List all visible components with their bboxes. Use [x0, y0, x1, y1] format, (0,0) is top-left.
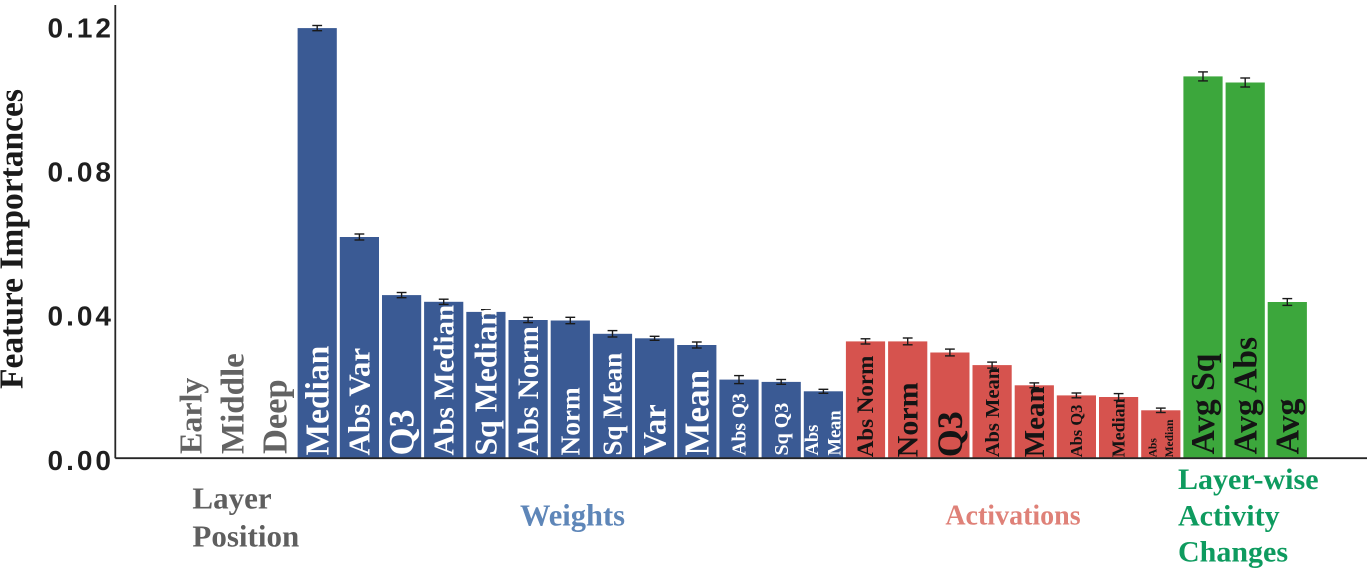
svg-text:Norm: Norm [892, 382, 925, 457]
svg-text:Abs Var: Abs Var [342, 348, 377, 456]
svg-text:Median: Median [299, 345, 336, 455]
svg-text:Changes: Changes [1178, 536, 1288, 569]
svg-text:Avg Sq: Avg Sq [1185, 353, 1222, 454]
svg-text:Norm: Norm [555, 387, 585, 455]
svg-text:Deep: Deep [256, 379, 294, 454]
svg-text:Median: Median [1109, 398, 1129, 457]
svg-text:Abs Q3: Abs Q3 [1067, 405, 1086, 458]
svg-text:Mean: Mean [677, 370, 716, 456]
svg-text:Activity: Activity [1178, 500, 1280, 533]
svg-text:Var: Var [637, 404, 673, 455]
svg-text:Abs: Abs [803, 425, 823, 456]
svg-text:0.12: 0.12 [48, 12, 115, 43]
svg-text:Q3: Q3 [930, 411, 970, 457]
svg-text:Middle: Middle [216, 353, 252, 454]
svg-text:Avg Abs: Avg Abs [1227, 337, 1264, 455]
svg-text:Early: Early [172, 378, 208, 454]
svg-text:0.04: 0.04 [48, 301, 115, 332]
svg-text:Avg: Avg [1270, 398, 1307, 454]
svg-text:0.00: 0.00 [48, 445, 115, 476]
svg-text:Activations: Activations [945, 501, 1080, 532]
svg-text:Layer-wise: Layer-wise [1178, 463, 1319, 496]
svg-text:Position: Position [192, 519, 299, 554]
svg-text:Q3: Q3 [382, 409, 422, 455]
svg-text:Abs Norm: Abs Norm [853, 356, 878, 458]
svg-text:0.08: 0.08 [48, 157, 115, 188]
svg-text:Abs Q3: Abs Q3 [729, 393, 750, 456]
svg-text:Median: Median [1164, 419, 1176, 457]
svg-text:Abs Mean: Abs Mean [982, 367, 1004, 457]
svg-text:Sq Median: Sq Median [468, 308, 503, 456]
svg-text:Weights: Weights [520, 498, 625, 532]
svg-text:Abs Median: Abs Median [428, 305, 460, 456]
svg-text:Layer: Layer [192, 480, 271, 515]
svg-text:Sq Mean: Sq Mean [597, 353, 627, 456]
svg-text:Sq Q3: Sq Q3 [771, 403, 793, 456]
svg-text:Mean: Mean [1019, 386, 1051, 457]
svg-text:Abs: Abs [1147, 438, 1159, 458]
svg-text:Mean: Mean [826, 410, 846, 456]
svg-text:Abs Norm: Abs Norm [513, 326, 545, 455]
svg-text:Feature Importances: Feature Importances [0, 89, 31, 389]
